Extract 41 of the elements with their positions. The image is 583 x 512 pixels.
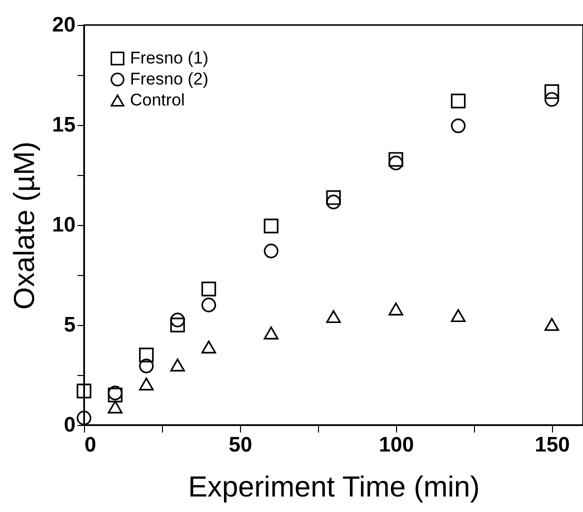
point [201,282,216,296]
point [76,410,92,426]
point [388,152,404,167]
point [201,340,216,354]
point [170,358,185,372]
point [76,384,92,398]
y-axis-title: Oxalate (µM) [9,141,42,310]
point [544,84,560,99]
point [201,298,216,312]
x-axis-title: Experiment Time (min) [188,472,480,504]
point [170,318,185,332]
point [108,400,123,414]
point [544,318,560,331]
x-tick-label: 150 [534,434,570,456]
point [388,302,404,316]
point [544,92,560,107]
point [170,312,185,328]
y-tick-label: 15 [52,114,76,136]
y-tick-label: 20 [52,14,76,36]
point [139,358,154,374]
x-tick-label: 0 [84,434,96,456]
y-tick-label: 0 [64,414,76,436]
point [326,190,341,205]
point [450,309,466,322]
point [139,348,154,362]
point [450,94,466,108]
x-tick-label: 100 [378,434,414,456]
point [264,218,278,234]
point [326,310,341,324]
legend-label: Control [130,90,185,110]
point [264,326,278,340]
point [139,378,154,390]
legend-label: Fresno (1) [130,48,208,68]
y-tick-label: 10 [52,214,76,236]
point [450,118,466,134]
point [326,194,341,210]
x-tick-label: 50 [228,434,252,456]
legend-label: Fresno (2) [130,70,208,88]
point [388,156,404,170]
y-tick-label: 5 [64,314,76,336]
point [264,244,278,258]
